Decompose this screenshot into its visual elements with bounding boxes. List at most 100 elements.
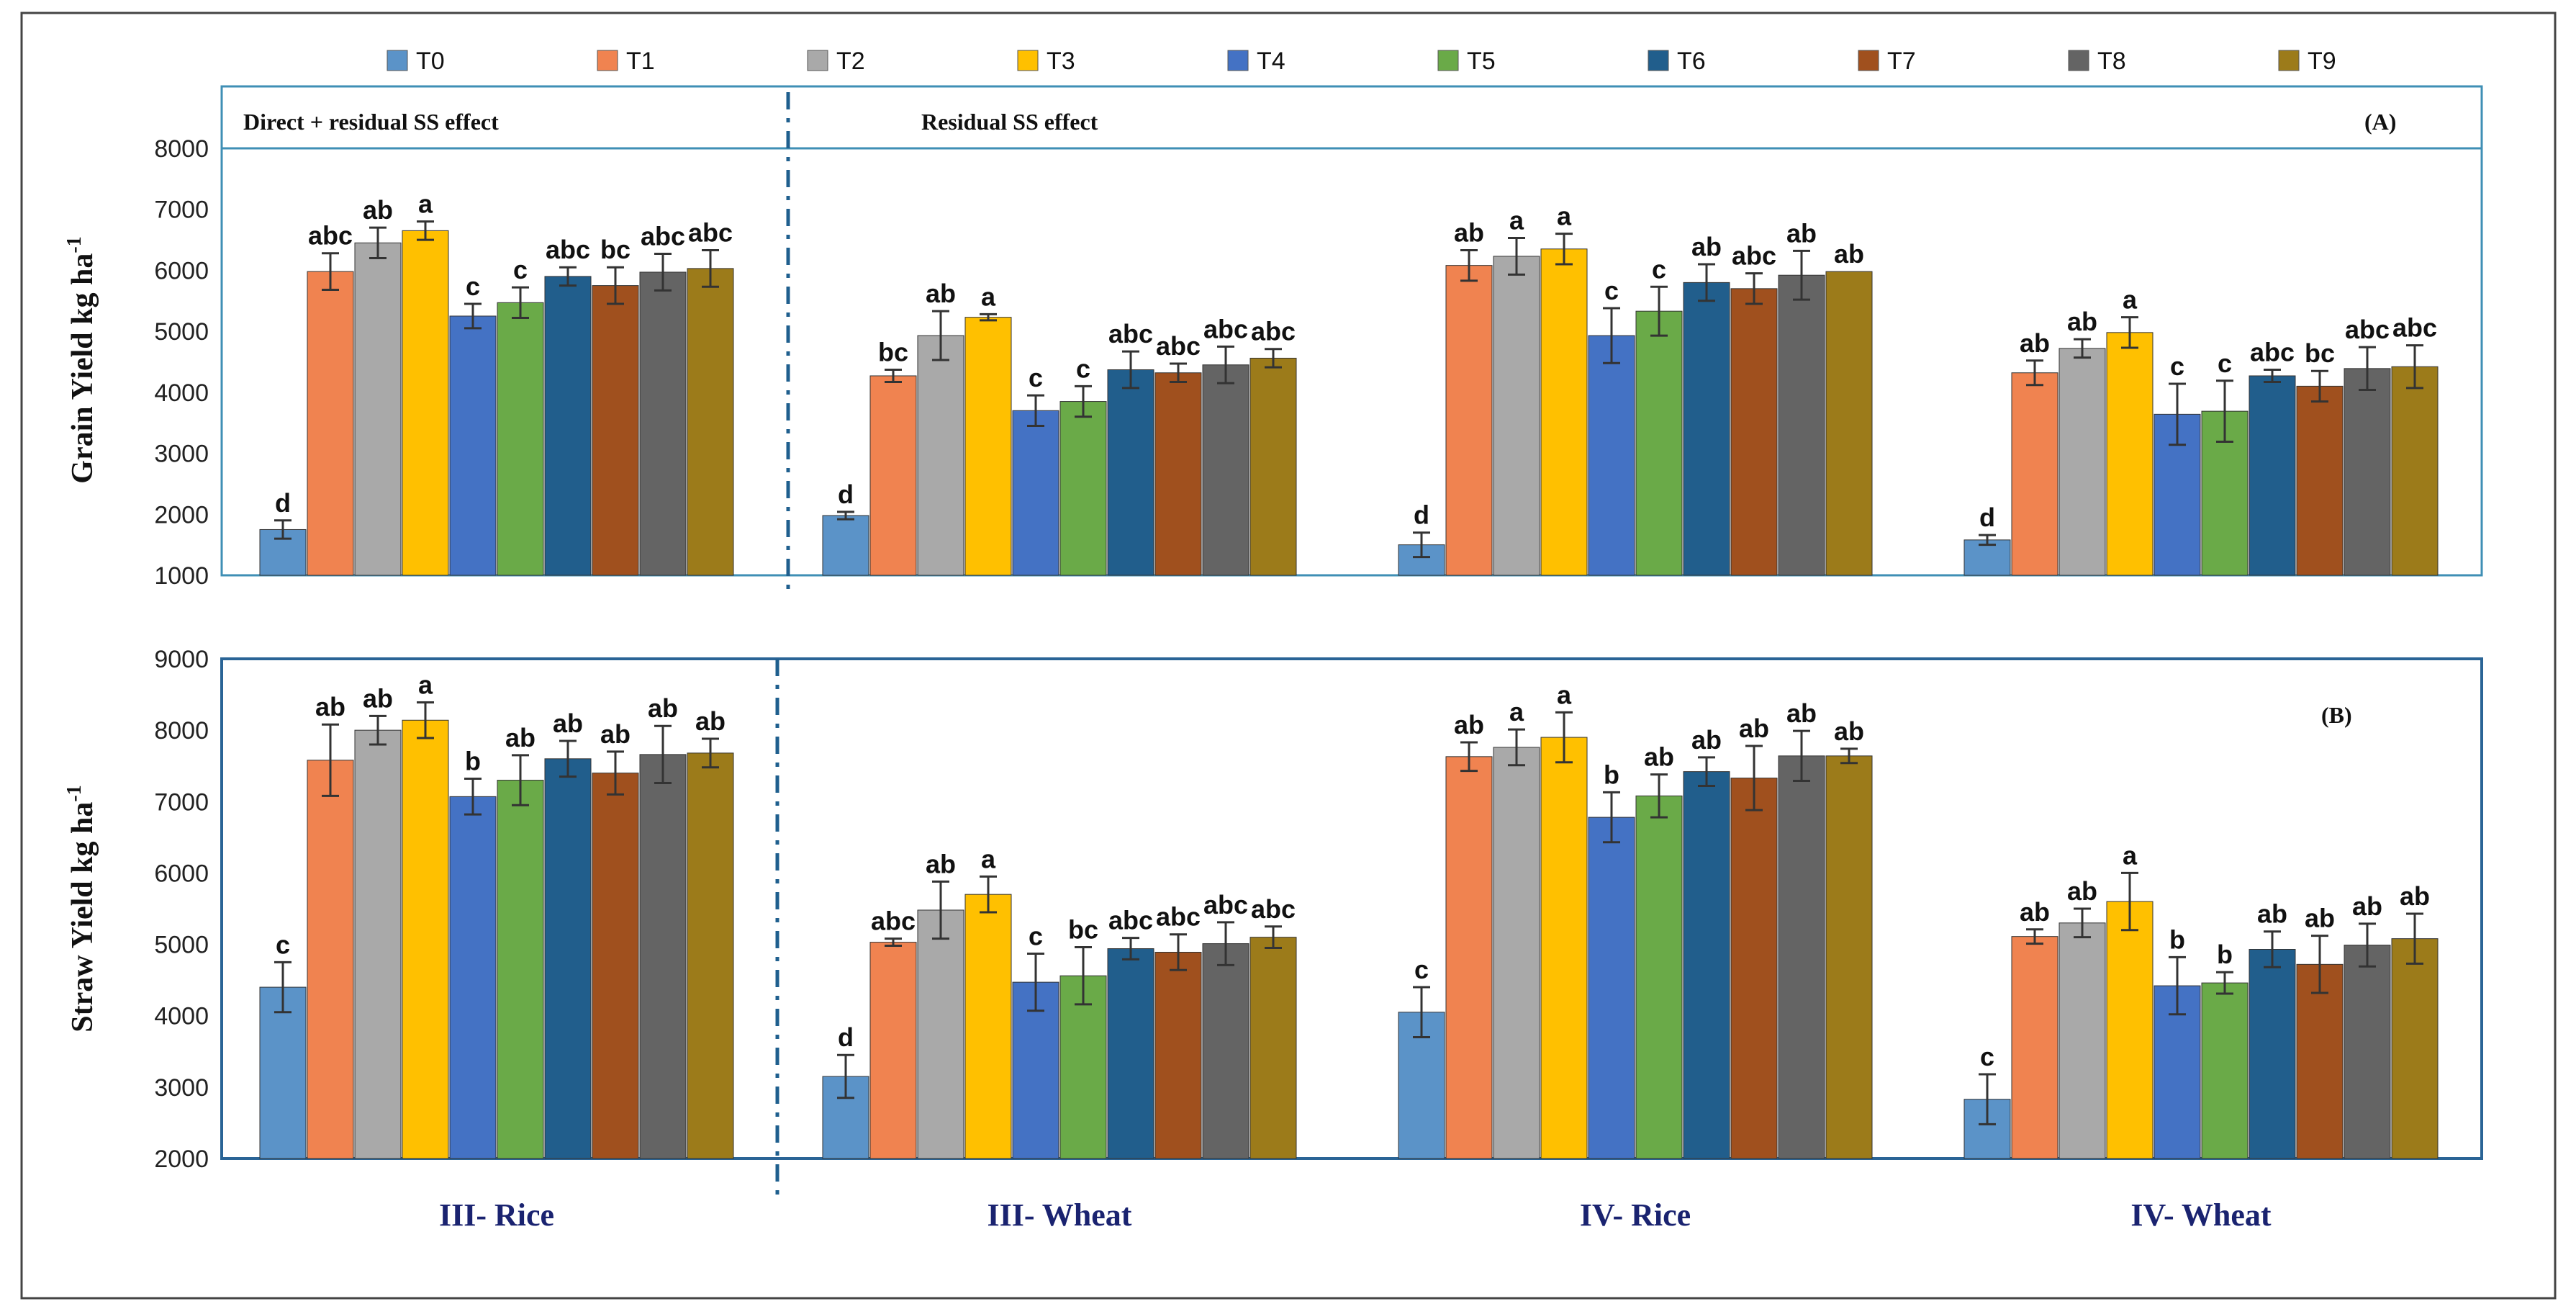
panel-a-bar-t3-cat0 [402, 230, 449, 576]
panel-a-label-t0-cat3: d [1979, 503, 1995, 532]
panel-a-bar-t0-cat1 [822, 515, 869, 576]
panel-b-bar-t5-cat2 [1635, 795, 1683, 1159]
panel-b-bar-t5-cat0 [497, 780, 544, 1159]
panel-b-bar-t7-cat2 [1730, 778, 1778, 1159]
panel-b-label-t0-cat3: c [1980, 1042, 1994, 1071]
panel-b-label-t6-cat1: abc [1108, 906, 1153, 935]
panel-b-label-t6-cat0: ab [553, 709, 583, 738]
legend-label-t0: T0 [416, 48, 445, 75]
legend-swatch-t0 [387, 50, 408, 71]
panel-b-errorbar-t8-cat2 [1793, 729, 1810, 783]
panel-a-label-t3-cat3: a [2123, 285, 2138, 315]
panel-a-errorbar-t5-cat0 [512, 286, 529, 320]
panel-a-label-t7-cat3: bc [2305, 338, 2335, 368]
panel-a-bar-t5-cat1 [1059, 401, 1107, 576]
panel-a-label-t9-cat3: abc [2392, 313, 2437, 343]
panel-b-bar-t8-cat2 [1778, 755, 1825, 1159]
panel-b-label-t3-cat1: a [981, 844, 996, 873]
panel-b-bar-t7-cat1 [1154, 951, 1202, 1159]
panel-b-bar-t3-cat2 [1540, 737, 1588, 1159]
panel-a-bar-t7-cat3 [2296, 385, 2344, 576]
panel-a-bar-t6-cat0 [544, 276, 592, 576]
panel-a-label-t5-cat1: c [1076, 354, 1090, 383]
panel-a-label-t2-cat1: ab [926, 279, 956, 308]
panel-a-tag: (A) [2364, 109, 2396, 135]
panel-a-errorbar-t6-cat2 [1698, 263, 1715, 302]
panel-b-label-t4-cat2: b [1604, 760, 1619, 789]
panel-b-bar-t9-cat3 [2391, 938, 2439, 1159]
panel-a-errorbar-t2-cat3 [2074, 338, 2091, 359]
panel-b-label-t4-cat1: c [1029, 921, 1043, 950]
panel-a-bar-t6-cat2 [1683, 282, 1730, 576]
panel-b-label-t2-cat0: ab [363, 683, 393, 713]
panel-a-label-t6-cat3: abc [2250, 338, 2295, 367]
panel-a-errorbar-t0-cat2 [1413, 531, 1430, 559]
legend-label-t2: T2 [836, 48, 865, 75]
legend-swatch-t4 [1227, 50, 1249, 71]
panel-a-bar-t1-cat3 [2011, 372, 2058, 576]
panel-a-label-t2-cat0: ab [363, 195, 393, 225]
panel-a-errorbar-t0-cat3 [1979, 534, 1996, 546]
panel-b-errorbar-t3-cat3 [2121, 871, 2138, 932]
panel-a-bar-t3-cat1 [964, 317, 1012, 576]
panel-a-label-t7-cat1: abc [1156, 331, 1201, 361]
panel-a-bar-t8-cat0 [639, 271, 687, 576]
panel-a-label-t3-cat0: a [418, 189, 433, 219]
panel-b-label-t9-cat0: ab [695, 706, 726, 736]
panel-b-errorbar-t8-cat1 [1217, 921, 1234, 966]
panel-b-label-t6-cat2: ab [1691, 725, 1722, 755]
panel-a-errorbar-t3-cat3 [2121, 316, 2138, 349]
panel-a-ytick-2000: 2000 [154, 501, 209, 528]
panel-b-errorbar-t6-cat3 [2264, 930, 2281, 968]
panel-b-bar-t6-cat1 [1107, 948, 1154, 1159]
panel-b-bar-t4-cat2 [1588, 817, 1635, 1159]
panel-b-errorbar-t3-cat0 [417, 701, 434, 739]
panel-a-bar-t9-cat1 [1249, 357, 1297, 576]
panel-b-errorbar-t3-cat1 [980, 875, 997, 914]
panel-b-bar-t6-cat0 [544, 758, 592, 1159]
panel-b-errorbar-t2-cat3 [2074, 907, 2091, 939]
panel-b-errorbar-t6-cat0 [559, 739, 577, 778]
panel-a-ytick-8000: 8000 [154, 135, 209, 163]
panel-a-errorbar-t5-cat1 [1075, 384, 1092, 418]
panel-b-straw-yield: 20003000400050006000700080009000cdccabab… [154, 646, 2439, 1173]
panel-b-ytick-2000: 2000 [154, 1146, 209, 1173]
panel-a-label-t4-cat0: c [466, 271, 480, 301]
panel-a-bar-t5-cat0 [497, 302, 544, 576]
panel-a-errorbar-t6-cat1 [1122, 350, 1139, 390]
panel-a-label-t1-cat1: bc [878, 338, 908, 367]
panel-b-ytick-6000: 6000 [154, 860, 209, 887]
panel-b-errorbar-t4-cat0 [464, 778, 482, 816]
panel-a-bar-t1-cat1 [869, 375, 917, 576]
panel-a-label-t1-cat3: ab [2020, 328, 2050, 358]
panel-b-errorbar-t0-cat3 [1979, 1073, 1996, 1125]
panel-b-bar-t8-cat3 [2344, 945, 2391, 1159]
panel-a-errorbar-t9-cat1 [1265, 348, 1282, 369]
category-label-0: III- Rice [439, 1197, 554, 1233]
header-left-label: Direct + residual SS effect [243, 109, 499, 135]
panel-a-ytick-6000: 6000 [154, 257, 209, 284]
panel-b-label-t5-cat3: b [2217, 940, 2233, 969]
panel-b-tag: (B) [2321, 702, 2352, 728]
panel-b-errorbar-t3-cat2 [1555, 711, 1573, 764]
panel-a-errorbar-t5-cat3 [2216, 379, 2233, 443]
panel-b-label-t4-cat0: b [465, 747, 481, 776]
panel-a-label-t4-cat3: c [2170, 351, 2184, 381]
panel-a-label-t7-cat0: bc [600, 235, 631, 264]
panel-a-errorbar-t2-cat1 [932, 310, 949, 361]
panel-a-errorbar-t6-cat0 [559, 266, 577, 287]
panel-b-errorbar-t6-cat2 [1698, 756, 1715, 787]
panel-b-label-t5-cat1: bc [1068, 915, 1098, 945]
panel-a-bar-t2-cat0 [354, 242, 402, 576]
panel-a-ytick-7000: 7000 [154, 197, 209, 224]
panel-a-label-t1-cat0: abc [308, 221, 353, 251]
panel-a-ytick-3000: 3000 [154, 441, 209, 468]
panel-a-bar-t8-cat1 [1202, 364, 1249, 576]
panel-b-errorbar-t1-cat1 [885, 937, 902, 948]
header-right-label: Residual SS effect [921, 109, 1098, 135]
panel-a-label-t6-cat1: abc [1108, 319, 1153, 348]
panel-a-errorbar-t5-cat2 [1650, 285, 1668, 337]
panel-a-label-t0-cat0: d [275, 488, 291, 518]
panel-a-bar-t4-cat2 [1588, 335, 1635, 576]
header-strip [220, 85, 2483, 150]
